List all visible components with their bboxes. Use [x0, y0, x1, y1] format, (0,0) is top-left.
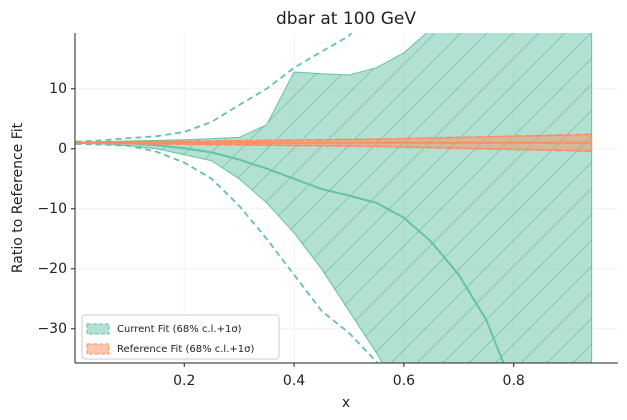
- legend-label: Reference Fit (68% c.l.+1σ): [117, 344, 254, 355]
- sigma-line: [75, 143, 379, 363]
- legend-label: Current Fit (68% c.l.+1σ): [117, 324, 242, 335]
- sigma-line: [75, 142, 592, 153]
- legend-swatch: [86, 343, 110, 355]
- x-tick-label: 0.4: [283, 373, 305, 389]
- central-line: [75, 141, 505, 363]
- ticks: 0.2 0.4 0.6 0.8 −30 −20 −10 0 10: [37, 81, 524, 389]
- legend: Current Fit (68% c.l.+1σ) Reference Fit (…: [81, 314, 280, 360]
- y-tick-label: 10: [49, 81, 67, 97]
- legend-swatch: [86, 323, 110, 335]
- x-tick-label: 0.6: [393, 373, 415, 389]
- y-tick-label: −10: [37, 201, 67, 217]
- y-tick-label: −30: [37, 321, 67, 337]
- legend-box: [81, 314, 280, 360]
- x-axis-label: x: [342, 395, 350, 411]
- y-axis-label: Ratio to Reference Fit: [10, 122, 26, 273]
- sigma-line: [75, 33, 353, 143]
- y-tick-label: 0: [58, 141, 67, 157]
- x-tick-label: 0.2: [173, 373, 195, 389]
- sigma-line: [75, 133, 592, 144]
- y-tick-label: −20: [37, 261, 67, 277]
- x-tick-label: 0.8: [503, 373, 525, 389]
- plot-area: [75, 33, 593, 363]
- chart-title: dbar at 100 GeV: [276, 9, 416, 29]
